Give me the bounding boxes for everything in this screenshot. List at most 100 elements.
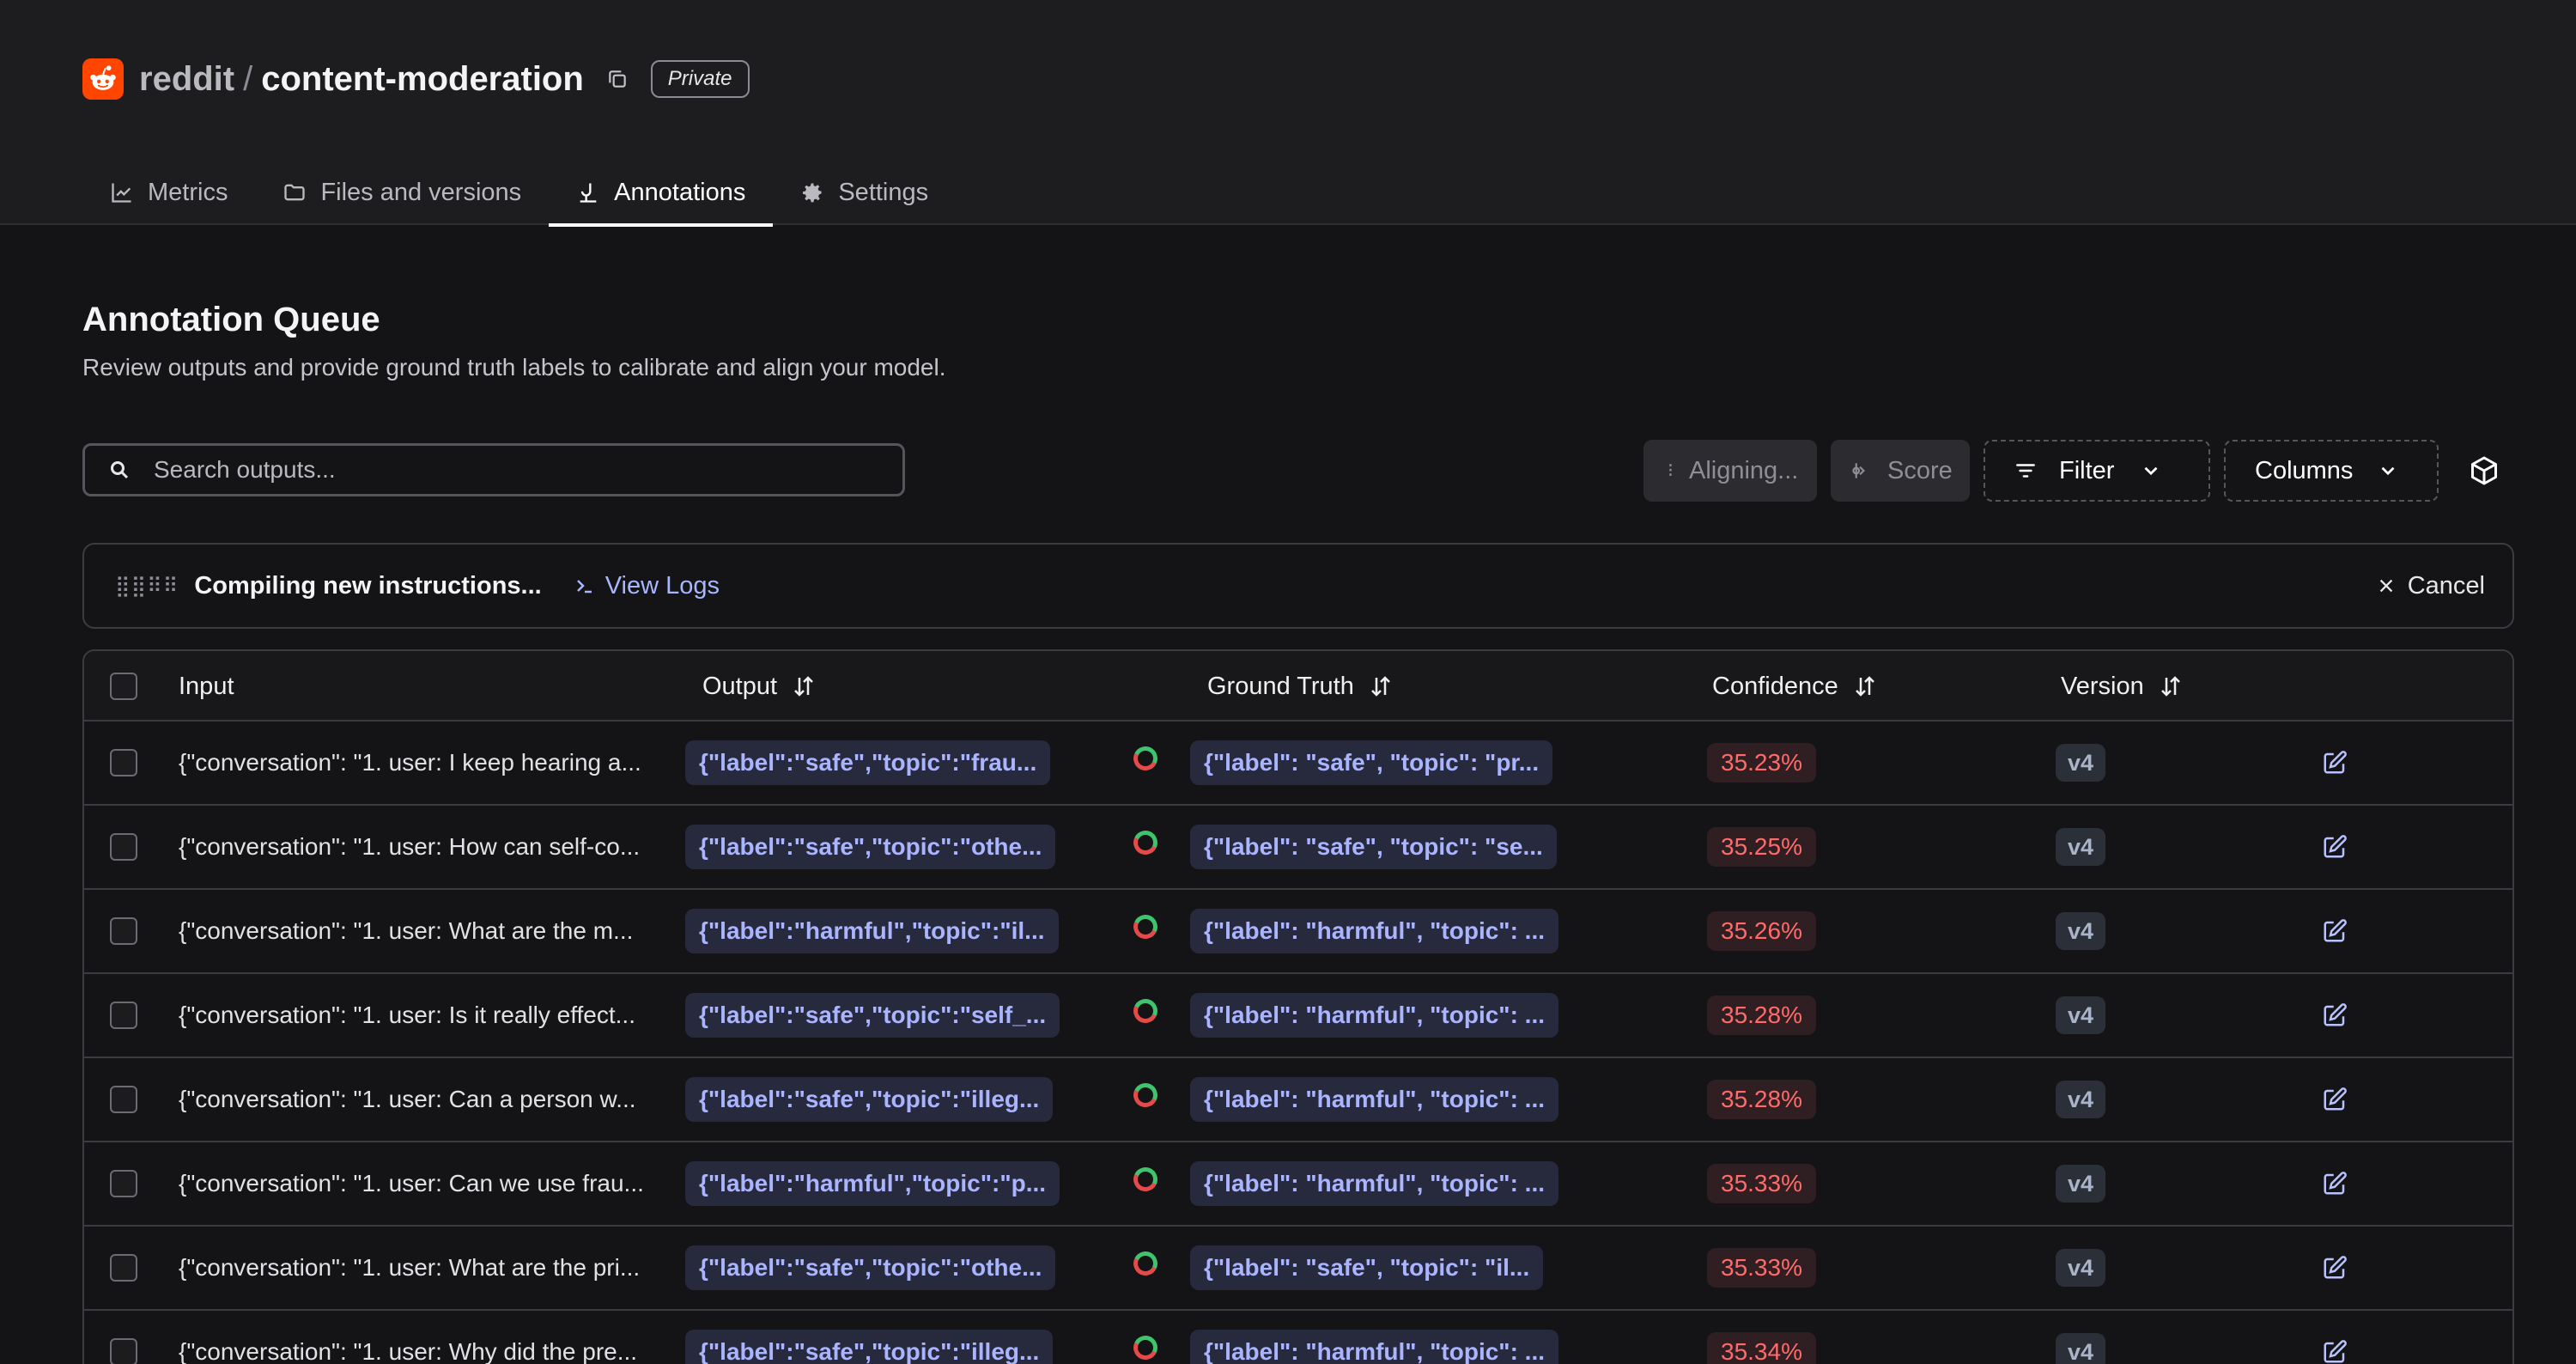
- select-all-checkbox[interactable]: [110, 673, 137, 700]
- input-cell: {"conversation": "1. user: Why did the p…: [179, 1311, 637, 1364]
- confidence-badge: 35.28%: [1707, 996, 1816, 1035]
- sort-icon[interactable]: [2158, 673, 2184, 699]
- folder-icon: [284, 184, 306, 201]
- row-checkbox[interactable]: [110, 749, 137, 776]
- table-row[interactable]: {"conversation": "1. user: How can self-…: [84, 806, 2512, 890]
- output-pill[interactable]: {"label":"safe","topic":"self_...: [685, 993, 1060, 1038]
- cancel-button[interactable]: Cancel: [2377, 545, 2485, 627]
- table-row[interactable]: {"conversation": "1. user: Can a person …: [84, 1058, 2512, 1142]
- ground-truth-pill[interactable]: {"label": "safe", "topic": "pr...: [1190, 740, 1553, 785]
- output-cell: {"label":"safe","topic":"frau...: [685, 722, 1051, 804]
- tab-metrics[interactable]: Metrics: [82, 160, 255, 225]
- version-badge: v4: [2056, 744, 2106, 782]
- table-row[interactable]: {"conversation": "1. user: Why did the p…: [84, 1311, 2512, 1364]
- output-cell: {"label":"harmful","topic":"p...: [685, 1142, 1060, 1225]
- ground-truth-pill[interactable]: {"label": "safe", "topic": "se...: [1190, 825, 1557, 869]
- search-box[interactable]: [82, 443, 905, 496]
- row-checkbox[interactable]: [110, 917, 137, 945]
- tab-annotations[interactable]: Annotations: [549, 160, 774, 227]
- version-badge: v4: [2056, 1249, 2106, 1287]
- aligning-button[interactable]: ⁝ Aligning...: [1643, 440, 1817, 502]
- output-pill[interactable]: {"label":"safe","topic":"illeg...: [685, 1330, 1054, 1364]
- view-logs-label: View Logs: [605, 571, 720, 600]
- version-cell: v4: [2056, 1227, 2106, 1309]
- output-pill[interactable]: {"label":"safe","topic":"othe...: [685, 825, 1056, 869]
- columns-button[interactable]: Columns: [2224, 440, 2439, 502]
- match-ring-icon: [1130, 743, 1161, 774]
- row-checkbox[interactable]: [110, 1170, 137, 1197]
- select-all-cell: [110, 651, 137, 722]
- ground-truth-pill[interactable]: {"label": "harmful", "topic": ...: [1190, 993, 1559, 1038]
- path-separator: /: [243, 59, 253, 98]
- output-pill[interactable]: {"label":"harmful","topic":"il...: [685, 909, 1059, 953]
- column-label: Input: [179, 672, 234, 700]
- output-pill[interactable]: {"label":"safe","topic":"othe...: [685, 1245, 1056, 1290]
- match-status-cell: [1130, 806, 1161, 888]
- edit-icon[interactable]: [2322, 1171, 2348, 1197]
- confidence-cell: 35.28%: [1707, 974, 1816, 1056]
- edit-icon[interactable]: [2322, 834, 2348, 860]
- output-pill[interactable]: {"label":"harmful","topic":"p...: [685, 1161, 1060, 1206]
- row-checkbox[interactable]: [110, 1254, 137, 1282]
- ground-truth-pill[interactable]: {"label": "harmful", "topic": ...: [1190, 1161, 1559, 1206]
- copy-icon[interactable]: [605, 66, 630, 92]
- ground-truth-pill[interactable]: {"label": "harmful", "topic": ...: [1190, 1077, 1559, 1122]
- repo-name[interactable]: content-moderation: [261, 59, 584, 98]
- sort-icon[interactable]: [791, 673, 817, 699]
- row-checkbox[interactable]: [110, 833, 137, 861]
- row-checkbox[interactable]: [110, 1338, 137, 1364]
- column-header-output[interactable]: Output: [702, 651, 817, 722]
- match-ring-icon: [1130, 827, 1161, 858]
- status-text: Compiling new instructions...: [194, 571, 542, 600]
- confidence-cell: 35.34%: [1707, 1311, 1816, 1364]
- edit-cell: [2322, 806, 2348, 888]
- cancel-label: Cancel: [2407, 571, 2485, 600]
- edit-icon[interactable]: [2322, 1087, 2348, 1112]
- input-cell: {"conversation": "1. user: What are the …: [179, 890, 633, 972]
- search-input[interactable]: [154, 456, 858, 484]
- ground-truth-pill[interactable]: {"label": "harmful", "topic": ...: [1190, 909, 1559, 953]
- table-row[interactable]: {"conversation": "1. user: Can we use fr…: [84, 1142, 2512, 1227]
- edit-cell: [2322, 1311, 2348, 1364]
- ground-truth-pill[interactable]: {"label": "harmful", "topic": ...: [1190, 1330, 1559, 1364]
- org-name[interactable]: reddit: [139, 59, 235, 98]
- view-logs-link[interactable]: View Logs: [574, 572, 720, 600]
- ground-truth-pill[interactable]: {"label": "safe", "topic": "il...: [1190, 1245, 1544, 1290]
- confidence-badge: 35.33%: [1707, 1248, 1816, 1288]
- confidence-badge: 35.26%: [1707, 911, 1816, 951]
- tab-label: Metrics: [148, 178, 228, 206]
- edit-icon[interactable]: [2322, 1002, 2348, 1028]
- column-header-ground-truth[interactable]: Ground Truth: [1207, 651, 1394, 722]
- sort-icon[interactable]: [1368, 673, 1394, 699]
- loading-spinner-icon: ⣿⣿⠿⠿: [115, 574, 179, 598]
- version-cell: v4: [2056, 890, 2106, 972]
- table-row[interactable]: {"conversation": "1. user: What are the …: [84, 890, 2512, 974]
- table-row[interactable]: {"conversation": "1. user: What are the …: [84, 1227, 2512, 1311]
- column-header-confidence[interactable]: Confidence: [1712, 651, 1878, 722]
- tab-files-and-versions[interactable]: Files and versions: [255, 160, 549, 225]
- row-checkbox[interactable]: [110, 1002, 137, 1029]
- edit-cell: [2322, 890, 2348, 972]
- version-cell: v4: [2056, 1058, 2106, 1141]
- edit-icon[interactable]: [2322, 918, 2348, 944]
- edit-icon[interactable]: [2322, 750, 2348, 776]
- match-ring-icon: [1130, 1248, 1161, 1279]
- row-select-cell: [110, 806, 137, 888]
- table-body: {"conversation": "1. user: I keep hearin…: [84, 722, 2512, 1364]
- output-pill[interactable]: {"label":"safe","topic":"illeg...: [685, 1077, 1054, 1122]
- row-checkbox[interactable]: [110, 1086, 137, 1113]
- score-button[interactable]: Score: [1831, 440, 1970, 502]
- confidence-badge: 35.33%: [1707, 1164, 1816, 1203]
- filter-button[interactable]: Filter: [1984, 440, 2210, 502]
- tab-settings[interactable]: Settings: [773, 160, 956, 225]
- cube-button[interactable]: [2464, 440, 2504, 502]
- sort-icon[interactable]: [1852, 673, 1878, 699]
- table-row[interactable]: {"conversation": "1. user: Is it really …: [84, 974, 2512, 1058]
- edit-icon[interactable]: [2322, 1339, 2348, 1364]
- output-pill[interactable]: {"label":"safe","topic":"frau...: [685, 740, 1051, 785]
- edit-icon[interactable]: [2322, 1255, 2348, 1281]
- column-header-version[interactable]: Version: [2061, 651, 2184, 722]
- table-row[interactable]: {"conversation": "1. user: I keep hearin…: [84, 722, 2512, 806]
- row-select-cell: [110, 890, 137, 972]
- output-cell: {"label":"safe","topic":"self_...: [685, 974, 1060, 1056]
